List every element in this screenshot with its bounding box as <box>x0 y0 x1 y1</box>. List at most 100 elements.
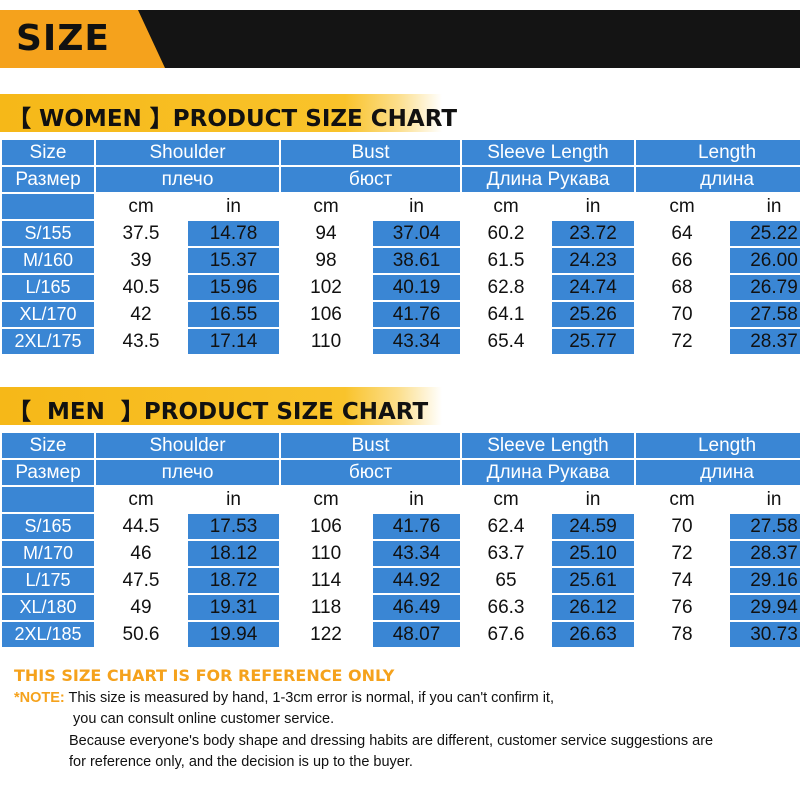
column-header-ru: бюст <box>281 460 460 485</box>
unit-label: cm <box>281 487 371 512</box>
column-header-ru: Длина Рукава <box>462 460 634 485</box>
table-cell: 25.26 <box>552 302 634 327</box>
column-header-ru: Размер <box>2 460 94 485</box>
table-cell: 106 <box>281 514 371 539</box>
unit-label: in <box>730 487 800 512</box>
women-section-header: 【 WOMEN 】PRODUCT SIZE CHART <box>0 94 457 132</box>
table-cell: 46 <box>96 541 186 566</box>
unit-label: cm <box>281 194 371 219</box>
table-cell: 49 <box>96 595 186 620</box>
banner-accent-tab: SIZE <box>0 10 165 68</box>
table-cell: 24.23 <box>552 248 634 273</box>
units-row-blank <box>2 194 94 219</box>
table-row: 2XL/185 50.6 19.94 122 48.07 67.6 26.63 78 30.73 <box>2 622 800 647</box>
table-row: 2XL/175 43.5 17.14 110 43.34 65.4 25.77 72 28.37 <box>2 329 800 354</box>
table-cell: 74 <box>636 568 728 593</box>
column-header-ru: плечо <box>96 167 279 192</box>
table-cell: 18.12 <box>188 541 279 566</box>
table-cell: 18.72 <box>188 568 279 593</box>
table-cell: 66.3 <box>462 595 550 620</box>
table-cell: 61.5 <box>462 248 550 273</box>
unit-label: in <box>373 194 460 219</box>
table-cell: 26.12 <box>552 595 634 620</box>
column-header: Size <box>2 140 94 165</box>
table-row: S/155 37.5 14.78 94 37.04 60.2 23.72 64 25.22 <box>2 221 800 246</box>
table-cell: 43.5 <box>96 329 186 354</box>
table-cell: 37.04 <box>373 221 460 246</box>
unit-label: in <box>188 487 279 512</box>
table-cell: 41.76 <box>373 302 460 327</box>
table-cell: 23.72 <box>552 221 634 246</box>
column-header-ru: Размер <box>2 167 94 192</box>
size-banner: SIZE <box>0 10 800 68</box>
table-row: M/170 46 18.12 110 43.34 63.7 25.10 72 28.37 <box>2 541 800 566</box>
size-label-cell: L/165 <box>2 275 94 300</box>
note-line-2: you can consult online customer service. <box>73 711 335 727</box>
table-cell: 106 <box>281 302 371 327</box>
table-cell: 28.37 <box>730 329 800 354</box>
unit-label: in <box>552 487 634 512</box>
table-cell: 60.2 <box>462 221 550 246</box>
women-size-table: Size Shoulder Bust Sleeve Length Length Разме… <box>0 138 800 356</box>
banner-title: SIZE <box>16 18 111 59</box>
table-cell: 19.31 <box>188 595 279 620</box>
table-cell: 114 <box>281 568 371 593</box>
column-header: Bust <box>281 140 460 165</box>
table-cell: 25.10 <box>552 541 634 566</box>
column-header: Sleeve Length <box>462 433 634 458</box>
table-cell: 26.00 <box>730 248 800 273</box>
table-cell: 76 <box>636 595 728 620</box>
table-cell: 26.79 <box>730 275 800 300</box>
table-cell: 44.5 <box>96 514 186 539</box>
table-cell: 17.53 <box>188 514 279 539</box>
note-label: *NOTE: <box>14 690 65 706</box>
table-cell: 70 <box>636 302 728 327</box>
table-row: L/175 47.5 18.72 114 44.92 65 25.61 74 29.16 <box>2 568 800 593</box>
column-header: Length <box>636 433 800 458</box>
table-row: XL/180 49 19.31 118 46.49 66.3 26.12 76 29.94 <box>2 595 800 620</box>
table-cell: 78 <box>636 622 728 647</box>
column-header: Length <box>636 140 800 165</box>
table-cell: 70 <box>636 514 728 539</box>
table-cell: 62.4 <box>462 514 550 539</box>
table-cell: 42 <box>96 302 186 327</box>
table-cell: 25.77 <box>552 329 634 354</box>
unit-label: cm <box>636 487 728 512</box>
table-cell: 40.19 <box>373 275 460 300</box>
column-header: Shoulder <box>96 433 279 458</box>
note-line-1: *NOTE: This size is measured by hand, 1-… <box>14 690 554 706</box>
table-cell: 102 <box>281 275 371 300</box>
women-section-title: 【 WOMEN 】PRODUCT SIZE CHART <box>8 106 458 132</box>
table-cell: 28.37 <box>730 541 800 566</box>
table-cell: 94 <box>281 221 371 246</box>
unit-label: in <box>373 487 460 512</box>
size-label-cell: XL/180 <box>2 595 94 620</box>
column-header: Sleeve Length <box>462 140 634 165</box>
note-text-1: This size is measured by hand, 1-3cm err… <box>64 690 554 706</box>
table-row: M/160 39 15.37 98 38.61 61.5 24.23 66 26.00 <box>2 248 800 273</box>
table-cell: 64 <box>636 221 728 246</box>
table-cell: 40.5 <box>96 275 186 300</box>
table-cell: 98 <box>281 248 371 273</box>
table-cell: 43.34 <box>373 329 460 354</box>
units-row: cm in cm in cm in cm in <box>2 194 800 219</box>
table-cell: 30.73 <box>730 622 800 647</box>
table-cell: 44.92 <box>373 568 460 593</box>
column-header: Bust <box>281 433 460 458</box>
table-cell: 68 <box>636 275 728 300</box>
table-cell: 47.5 <box>96 568 186 593</box>
table-cell: 17.14 <box>188 329 279 354</box>
header-row-ru: Размер плечо бюст Длина Рукава длина <box>2 167 800 192</box>
column-header-ru: бюст <box>281 167 460 192</box>
unit-label: cm <box>96 487 186 512</box>
note-line-4: for reference only, and the decision is … <box>69 754 413 770</box>
table-cell: 29.16 <box>730 568 800 593</box>
table-cell: 15.37 <box>188 248 279 273</box>
size-label-cell: S/155 <box>2 221 94 246</box>
table-cell: 65.4 <box>462 329 550 354</box>
table-cell: 27.58 <box>730 302 800 327</box>
table-cell: 25.22 <box>730 221 800 246</box>
column-header-ru: длина <box>636 460 800 485</box>
table-cell: 72 <box>636 329 728 354</box>
table-row: XL/170 42 16.55 106 41.76 64.1 25.26 70 27.58 <box>2 302 800 327</box>
